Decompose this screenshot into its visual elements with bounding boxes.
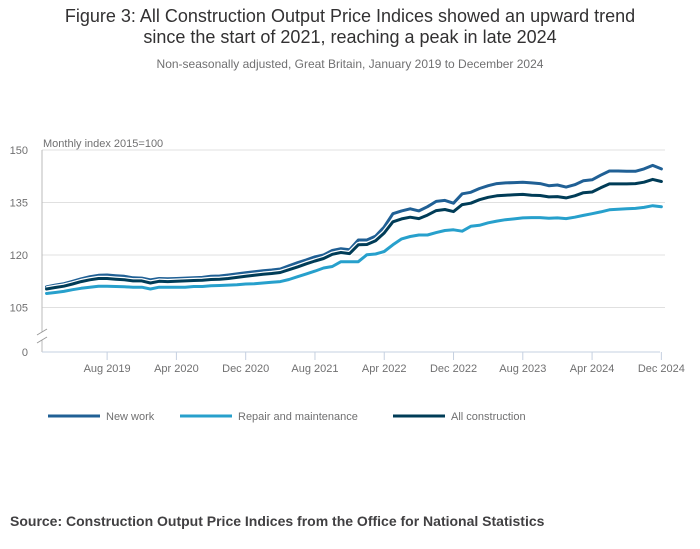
y-tick-label: 0: [22, 347, 28, 359]
y-tick-label: 150: [10, 145, 28, 157]
x-tick-label: Aug 2019: [84, 363, 131, 375]
series-line-new-work: [45, 163, 663, 289]
x-axis-ticks: Aug 2019 Apr 2020 Dec 2020 Aug 2021 Apr 2022…: [84, 352, 685, 375]
chart-subtitle: Non-seasonally adjusted, Great Britain, …: [156, 57, 544, 71]
y-tick-label: 135: [10, 198, 28, 210]
x-tick-label: Dec 2022: [430, 363, 477, 375]
gridlines: [42, 149, 665, 308]
y-axis-label: Monthly index 2015=100: [43, 138, 163, 150]
x-tick-label: Aug 2023: [499, 363, 546, 375]
y-axis-ticks: 0 105 120 135 150: [10, 145, 28, 359]
y-tick-label: 120: [10, 250, 28, 262]
legend: New work Repair and maintenance All constr…: [48, 411, 526, 423]
x-tick-label: Dec 2020: [222, 363, 269, 375]
chart-title: Figure 3: All Construction Output Price …: [0, 6, 700, 48]
x-tick-label: Aug 2021: [291, 363, 338, 375]
axis-break-mark: [36, 328, 48, 336]
line-chart: 0 105 120 135 150 Monthly index 2015=100 Aug…: [10, 138, 685, 423]
legend-label: New work: [106, 411, 155, 423]
x-tick-label: Apr 2020: [154, 363, 199, 375]
x-tick-label: Apr 2022: [362, 363, 407, 375]
series-line-all-construction: [45, 177, 663, 291]
x-tick-label: Dec 2024: [638, 363, 685, 375]
chart-title-line-2: since the start of 2021, reaching a peak…: [143, 27, 557, 47]
axes: [36, 150, 660, 353]
x-tick-label: Apr 2024: [570, 363, 615, 375]
legend-label: All construction: [451, 411, 526, 423]
source-note: Source: Construction Output Price Indice…: [10, 513, 545, 529]
series-line-repair-and-maintenance: [45, 204, 663, 295]
series-line-halo: [45, 162, 663, 290]
series-lines: [45, 162, 663, 297]
y-tick-label: 105: [10, 303, 28, 315]
axis-break-mark: [36, 336, 48, 344]
legend-label: Repair and maintenance: [238, 411, 358, 423]
chart-title-line-1: Figure 3: All Construction Output Price …: [64, 6, 636, 26]
